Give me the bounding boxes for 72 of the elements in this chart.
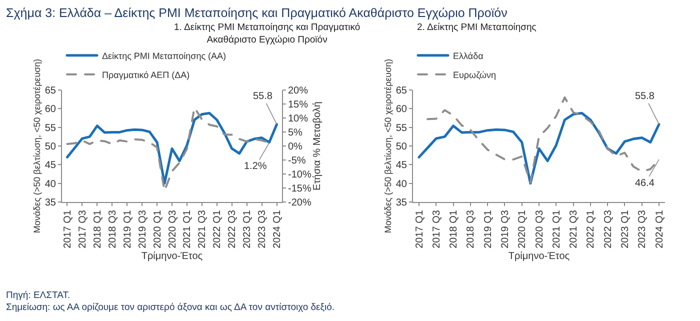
- legend-label: Ελλάδα: [453, 50, 484, 61]
- y2-tick-label: 15%: [288, 100, 308, 110]
- y-tick-label: 45: [396, 160, 408, 172]
- chart-title: 2. Δείκτης PMI Μεταποίησης: [417, 22, 537, 33]
- x-tick-label: 2021 Q3: [197, 210, 208, 248]
- x-tick-label: 2020 Q1: [152, 210, 164, 248]
- x-tick-label: 2022 Q3: [602, 210, 614, 248]
- x-tick-label: 2019 Q1: [122, 210, 134, 248]
- x-tick-label: 2020 Q1: [517, 210, 528, 248]
- y-tick-label: 40: [396, 178, 408, 190]
- x-tick-label: 2022 Q3: [227, 210, 238, 248]
- data-label: 46.4: [635, 178, 655, 189]
- y-tick-label: 35: [44, 198, 56, 208]
- x-axis-title: Τρίμηνο-Έτος: [141, 250, 203, 262]
- y-tick-label: 55: [396, 122, 408, 134]
- legend-label: Ευρωζώνη: [453, 70, 496, 80]
- data-label: 1.2%: [244, 161, 267, 172]
- x-tick-label: 2018 Q3: [107, 210, 118, 248]
- x-tick-label: 2023 Q3: [257, 210, 268, 248]
- chart-title: 1. Δείκτης PMI Μεταποίησης και Πραγματικό Ακαθάριστο Εγχώριο Προϊόν: [174, 22, 360, 46]
- legend-label: Πραγματικό ΑΕΠ (ΔΑ): [102, 70, 190, 80]
- y2-axis-title: Ετήσια % Μεταβολή: [312, 102, 323, 190]
- y2-tick-label: 20%: [288, 86, 308, 96]
- x-tick-label: 2017 Q1: [62, 210, 74, 248]
- x-tick-label: 2017 Q1: [414, 210, 426, 248]
- x-tick-label: 2021 Q1: [551, 210, 562, 248]
- y-tick-label: 50: [44, 142, 56, 152]
- x-tick-label: 2023 Q3: [637, 210, 648, 248]
- y-tick-label: 55: [44, 122, 56, 134]
- x-tick-label: 2021 Q1: [182, 210, 194, 248]
- y-axis-title: Μονάδες (>50 βελτίωση, <50 χειροτέρευση): [383, 58, 394, 234]
- x-tick-label: 2017 Q3: [77, 210, 88, 248]
- x-tick-label: 2021 Q3: [568, 210, 580, 248]
- text: Σχήμα 3: Ελλάδα – Δείκτης PMI Μεταποίησης και Πραγματικό Ακαθάριστο Εγχώριο Προϊόν: [6, 6, 508, 20]
- y-tick-label: 40: [44, 178, 56, 190]
- x-tick-label: 2018 Q1: [448, 210, 460, 248]
- x-tick-label: 2022 Q1: [586, 210, 597, 248]
- x-tick-label: 2020 Q3: [167, 210, 178, 248]
- line-series: [66, 112, 278, 185]
- y2-tick-label: -20%: [288, 198, 312, 208]
- y-tick-label: 65: [396, 86, 408, 96]
- data-label: 55.8: [635, 91, 655, 102]
- x-tick-label: 2019 Q3: [500, 210, 511, 248]
- y2-tick-label: -5%: [288, 156, 306, 166]
- x-tick-label: 2024 Q1: [654, 210, 666, 248]
- y-tick-label: 60: [44, 104, 56, 116]
- x-tick-label: 2023 Q1: [242, 210, 254, 248]
- x-tick-label: 2018 Q3: [466, 210, 477, 248]
- y2-tick-label: 10%: [288, 114, 308, 124]
- y2-tick-label: -15%: [288, 184, 312, 194]
- data-label: 55.8: [253, 91, 273, 102]
- y2-tick-label: 5%: [288, 128, 303, 138]
- y-tick-label: 45: [44, 160, 56, 172]
- y2-tick-label: 0%: [288, 142, 303, 152]
- x-axis-title: Τρίμηνο-Έτος: [508, 250, 570, 262]
- y-axis-title: Μονάδες (>50 βελτίωση, <50 χειροτέρευση): [32, 58, 42, 234]
- y-tick-label: 35: [396, 198, 408, 208]
- y-tick-label: 50: [396, 142, 408, 152]
- x-tick-label: 2020 Q3: [534, 210, 546, 248]
- x-tick-label: 2018 Q1: [92, 210, 104, 248]
- y-tick-label: 60: [396, 104, 408, 116]
- x-tick-label: 2019 Q1: [482, 210, 494, 248]
- x-tick-label: 2019 Q3: [137, 210, 148, 248]
- x-tick-label: 2024 Q1: [272, 210, 284, 248]
- y-tick-label: 65: [44, 86, 56, 96]
- x-tick-label: 2022 Q1: [212, 210, 224, 248]
- x-tick-label: 2023 Q1: [620, 210, 631, 248]
- x-tick-label: 2017 Q3: [431, 210, 442, 248]
- text: Πηγή: ΕΛΣΤΑΤ.: [6, 290, 70, 301]
- legend-label: Δείκτης PMI Μεταποίησης (ΑΑ): [102, 50, 226, 61]
- text: Σημείωση: ως ΑΑ ορίζουμε τον αριστερό άξονα και ως ΔΑ τον αντίστοιχο δεξιό.: [6, 302, 335, 313]
- y2-tick-label: -10%: [288, 170, 312, 180]
